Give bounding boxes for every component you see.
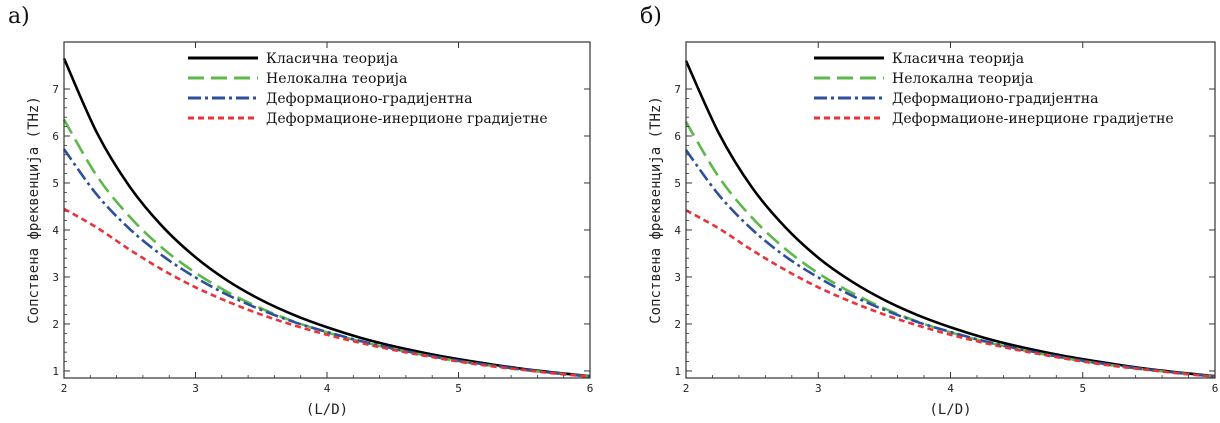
x-tick-label: 6 <box>1212 382 1219 395</box>
series-line-0 <box>684 60 1216 378</box>
x-tick-label: 4 <box>324 382 331 395</box>
y-tick-label: 5 <box>674 177 681 190</box>
x-tick-label: 3 <box>192 382 199 395</box>
y-tick-label: 2 <box>674 318 681 331</box>
legend-label-0: Класична теорија <box>266 51 398 67</box>
x-axis-title: (L/D) <box>929 402 971 418</box>
series-line-3 <box>685 209 1216 378</box>
y-tick-label: 7 <box>674 83 681 96</box>
legend-label-2: Деформационо-градијентна <box>266 91 472 107</box>
y-axis-title: Сопствена фреквенција (THz) <box>26 96 42 324</box>
chart-panel-a: а) 2 3 4 5 6 1 2 3 4 5 6 7 (L/D) Сопствена фреквенциј… <box>8 4 594 418</box>
legend-label-0: Класична теорија <box>892 51 1024 67</box>
y-tick-label: 3 <box>52 271 59 284</box>
chart-panel-b: б) 2 3 4 5 6 1 2 3 4 5 6 7 (L/D) Сопствена фреквенциј… <box>610 0 1220 423</box>
y-tick-label: 5 <box>52 177 59 190</box>
legend-label-1: Нелокална теорија <box>266 71 407 87</box>
x-axis-title: (L/D) <box>306 402 348 418</box>
x-tick-label: 2 <box>683 382 690 395</box>
x-tick-label: 5 <box>1079 382 1086 395</box>
legend-label-3: Деформационе-инерционе градијетне <box>892 111 1174 127</box>
x-tick-label: 4 <box>947 382 954 395</box>
y-tick-label: 1 <box>52 365 59 378</box>
x-tick-label: 6 <box>587 382 594 395</box>
y-tick-label: 4 <box>674 224 681 237</box>
y-tick-label: 7 <box>52 83 59 96</box>
series-line-2 <box>62 148 591 378</box>
series-line-1 <box>62 118 591 378</box>
x-tick-label: 5 <box>455 382 462 395</box>
series-line-3 <box>63 207 591 378</box>
panel-label-a: а) <box>8 4 30 29</box>
series-line-1 <box>684 121 1216 378</box>
legend-label-3: Деформационе-инерционе градијетне <box>266 111 548 127</box>
y-tick-label: 4 <box>52 224 59 237</box>
x-tick-label: 3 <box>815 382 822 395</box>
y-tick-label: 1 <box>674 365 681 378</box>
legend-label-1: Нелокална теорија <box>892 71 1033 87</box>
y-tick-label: 6 <box>674 130 681 143</box>
series-line-2 <box>684 149 1216 378</box>
legend-label-2: Деформационо-градијентна <box>892 91 1098 107</box>
panel-label-b: б) <box>640 4 662 29</box>
y-tick-label: 2 <box>52 318 59 331</box>
x-tick-label: 2 <box>61 382 68 395</box>
y-tick-label: 6 <box>52 130 59 143</box>
y-tick-label: 3 <box>674 271 681 284</box>
y-axis-title: Сопствена фреквенција (THz) <box>648 96 664 324</box>
